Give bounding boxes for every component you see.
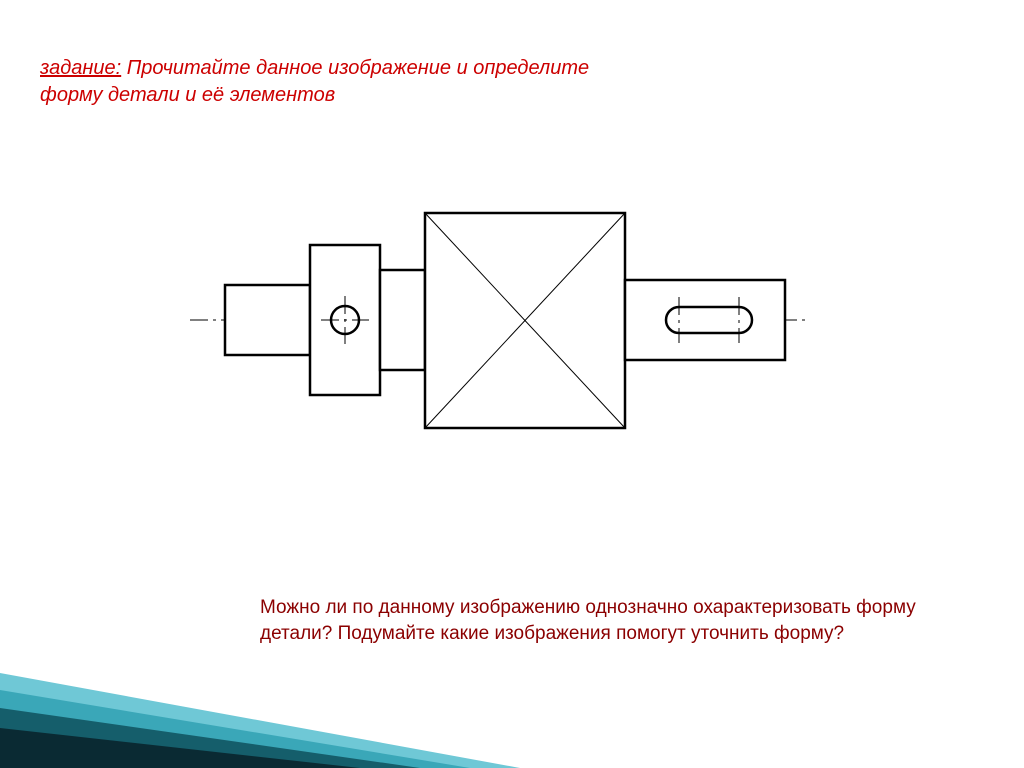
corner-triangle-decor [0, 618, 520, 768]
task-body: Прочитайте данное изображение и определи… [40, 57, 589, 106]
task-paragraph: задание: Прочитайте данное изображение и… [40, 55, 640, 109]
drawing-svg [190, 185, 810, 445]
technical-drawing [190, 185, 810, 445]
slide: задание: Прочитайте данное изображение и… [0, 0, 1024, 768]
task-text-block: задание: Прочитайте данное изображение и… [40, 55, 640, 109]
task-label: задание: [40, 57, 121, 79]
